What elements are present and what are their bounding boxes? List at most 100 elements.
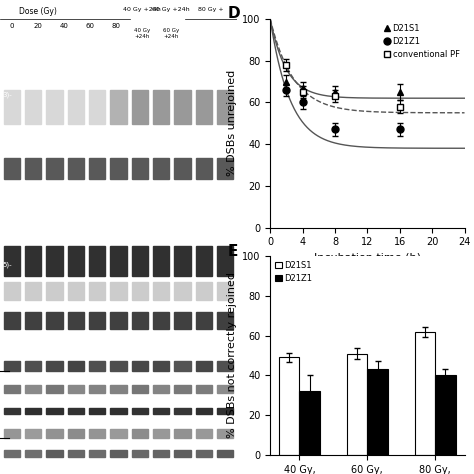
Bar (46, 449, 63, 457)
Bar (217, 361, 233, 371)
Bar (195, 428, 212, 438)
Bar (3, 408, 20, 414)
Bar (46, 158, 63, 179)
Bar (25, 246, 42, 276)
Bar (132, 449, 148, 457)
Bar (67, 90, 84, 124)
Bar (195, 158, 212, 179)
Bar (89, 158, 105, 179)
Bar (89, 312, 105, 329)
Bar (25, 428, 42, 438)
Bar (132, 158, 148, 179)
Bar (3, 158, 20, 179)
Text: 60 Gy
+24h: 60 Gy +24h (163, 28, 179, 38)
Bar (25, 385, 42, 393)
Bar (25, 90, 42, 124)
Text: 60: 60 (86, 23, 94, 29)
Bar (46, 361, 63, 371)
Bar (25, 282, 42, 300)
Bar (46, 408, 63, 414)
Bar (153, 361, 170, 371)
Bar (195, 312, 212, 329)
Bar (89, 246, 105, 276)
Bar (25, 158, 42, 179)
Bar (153, 428, 170, 438)
Bar (153, 158, 170, 179)
Bar (153, 449, 170, 457)
Bar (132, 90, 148, 124)
Text: 40: 40 (60, 23, 68, 29)
Bar (132, 312, 148, 329)
Text: 0: 0 (9, 23, 14, 29)
Bar (89, 449, 105, 457)
Bar (174, 361, 191, 371)
Bar (67, 361, 84, 371)
Bar (89, 385, 105, 393)
Bar (174, 282, 191, 300)
Bar (195, 90, 212, 124)
Bar (132, 282, 148, 300)
Bar (435, 375, 456, 455)
Bar (89, 428, 105, 438)
Legend: D21S1, D21Z1: D21S1, D21Z1 (272, 258, 316, 286)
Bar (67, 385, 84, 393)
Bar (217, 385, 233, 393)
Bar (217, 428, 233, 438)
Bar (3, 90, 20, 124)
Bar (110, 361, 127, 371)
Bar (25, 408, 42, 414)
Bar (217, 449, 233, 457)
Bar (195, 408, 212, 414)
Bar (46, 90, 63, 124)
Bar (3, 312, 20, 329)
Bar (217, 282, 233, 300)
Bar (3, 282, 20, 300)
Text: E: E (228, 244, 238, 259)
Bar (110, 385, 127, 393)
Text: 60 Gy +24h: 60 Gy +24h (152, 7, 190, 12)
Bar (153, 385, 170, 393)
Bar (3, 428, 20, 438)
Bar (195, 361, 212, 371)
Bar (153, 408, 170, 414)
Bar (174, 449, 191, 457)
Bar (153, 282, 170, 300)
Bar (174, 312, 191, 329)
Bar (67, 428, 84, 438)
Bar (3, 246, 20, 276)
Bar (153, 90, 170, 124)
Bar (110, 449, 127, 457)
Bar (110, 158, 127, 179)
Text: 80: 80 (112, 23, 120, 29)
Text: Dose (Gy): Dose (Gy) (19, 7, 57, 16)
Text: 5)-: 5)- (2, 261, 12, 267)
X-axis label: Incubation time (h): Incubation time (h) (314, 253, 421, 263)
Bar (46, 385, 63, 393)
Text: 40 Gy
+24h: 40 Gy +24h (134, 28, 150, 38)
Bar (279, 357, 300, 455)
Bar (174, 428, 191, 438)
Bar (217, 246, 233, 276)
Bar (89, 361, 105, 371)
Bar (217, 408, 233, 414)
Bar (67, 246, 84, 276)
Y-axis label: % DSBs not correctly rejoined: % DSBs not correctly rejoined (227, 273, 237, 438)
Bar (347, 354, 367, 455)
Bar (110, 90, 127, 124)
Bar (174, 158, 191, 179)
Bar (67, 282, 84, 300)
Bar (67, 408, 84, 414)
Bar (46, 312, 63, 329)
Bar (174, 246, 191, 276)
Bar (132, 428, 148, 438)
Bar (195, 246, 212, 276)
Bar (195, 449, 212, 457)
Legend: D21S1, D21Z1, conventional PF: D21S1, D21Z1, conventional PF (380, 21, 463, 63)
Bar (67, 449, 84, 457)
Bar (89, 90, 105, 124)
Bar (174, 90, 191, 124)
Bar (110, 312, 127, 329)
Bar (217, 158, 233, 179)
Bar (89, 408, 105, 414)
Bar (3, 361, 20, 371)
